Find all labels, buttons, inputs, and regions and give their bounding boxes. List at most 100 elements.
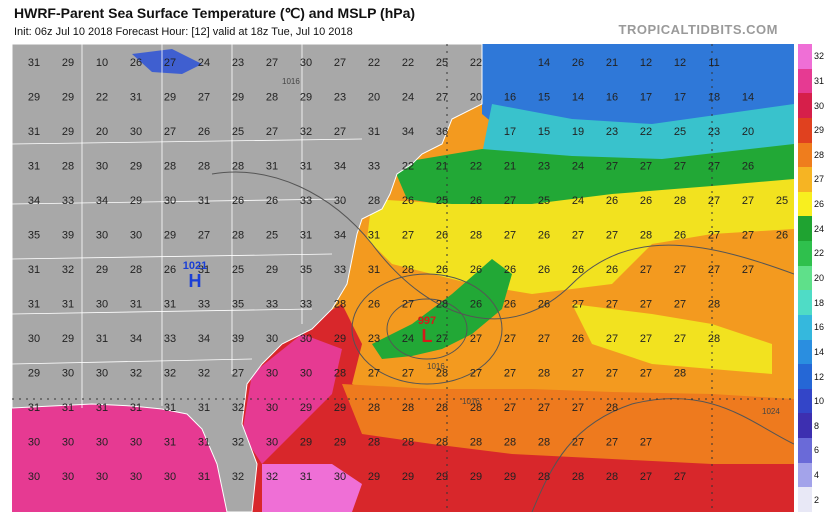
- sst-value: 26: [470, 195, 482, 207]
- sst-value: 25: [538, 195, 550, 207]
- sst-value: 27: [674, 471, 686, 483]
- sst-value: 27: [334, 126, 346, 138]
- sst-value: 28: [130, 264, 142, 276]
- sst-value: 29: [266, 264, 278, 276]
- sst-value: 29: [334, 333, 346, 345]
- colorbar-tick-label: 6: [814, 445, 820, 456]
- sst-value: 28: [436, 368, 448, 380]
- sst-value: 27: [572, 437, 584, 449]
- low-pressure-value: 997: [418, 315, 436, 327]
- sst-value: 27: [640, 471, 652, 483]
- sst-value: 31: [198, 437, 210, 449]
- sst-value: 27: [232, 368, 244, 380]
- sst-value: 27: [640, 264, 652, 276]
- sst-value: 24: [572, 195, 584, 207]
- sst-value: 21: [436, 161, 448, 173]
- sst-value: 22: [402, 57, 414, 69]
- colorbar-tick-label: 29: [814, 125, 825, 136]
- sst-value: 26: [368, 299, 380, 311]
- sst-value: 26: [504, 299, 516, 311]
- sst-value: 27: [538, 402, 550, 414]
- sst-value: 28: [198, 161, 210, 173]
- sst-value: 28: [606, 471, 618, 483]
- colorbar-tick-label: 18: [814, 297, 825, 308]
- sst-value: 34: [334, 230, 346, 242]
- sst-value: 29: [62, 126, 74, 138]
- sst-value: 31: [62, 402, 74, 414]
- sst-value: 26: [504, 264, 516, 276]
- colorbar-segment: [798, 364, 812, 389]
- sst-value: 30: [28, 471, 40, 483]
- sst-value: 25: [436, 57, 448, 69]
- sst-value: 32: [198, 368, 210, 380]
- sst-value: 27: [198, 92, 210, 104]
- sst-value: 26: [266, 195, 278, 207]
- yellow-patch-east: [572, 304, 772, 374]
- colorbar-segment: [798, 44, 812, 69]
- sst-value: 33: [164, 333, 176, 345]
- sst-value: 26: [742, 161, 754, 173]
- graticule: [12, 44, 794, 512]
- sst-value: 26: [606, 195, 618, 207]
- isobar-label: 1016: [427, 362, 445, 371]
- sst-value: 30: [130, 471, 142, 483]
- sst-value: 29: [470, 471, 482, 483]
- sst-value: 27: [504, 195, 516, 207]
- sst-value: 27: [266, 57, 278, 69]
- sst-value: 27: [708, 230, 720, 242]
- sst-value: 29: [402, 471, 414, 483]
- isobar-label: 1016: [462, 397, 480, 406]
- sst-value: 30: [62, 471, 74, 483]
- sst-value: 26: [198, 126, 210, 138]
- sst-value: 25: [232, 264, 244, 276]
- sst-value: 23: [538, 161, 550, 173]
- sst-value: 31: [266, 161, 278, 173]
- colorbar-tick-label: 8: [814, 420, 820, 431]
- sst-value: 11: [708, 57, 719, 69]
- sst-value: 15: [538, 126, 550, 138]
- sst-value: 30: [96, 437, 108, 449]
- sst-value: 30: [300, 57, 312, 69]
- sst-value: 27: [640, 161, 652, 173]
- sst-value: 27: [674, 161, 686, 173]
- sst-value: 31: [368, 264, 380, 276]
- sst-value: 26: [232, 195, 244, 207]
- sst-value: 32: [266, 471, 278, 483]
- sst-value: 20: [742, 126, 754, 138]
- sst-value: 23: [232, 57, 244, 69]
- colorbar-segment: [798, 487, 812, 512]
- sst-value: 31: [28, 264, 40, 276]
- sst-value: 29: [436, 471, 448, 483]
- sst-map: 31 29 10 26 27 24 23 27 30 27 22 22 25 22 14 26 21 12 12 11…: [12, 44, 794, 512]
- sst-value: 30: [96, 230, 108, 242]
- sst-value: 28: [402, 264, 414, 276]
- colorbar-tick-label: 16: [814, 322, 825, 333]
- sst-value: 29: [62, 333, 74, 345]
- gulf-pink: [12, 399, 242, 512]
- colorbar-tick-label: 2: [814, 494, 820, 505]
- chart-title: HWRF-Parent Sea Surface Temperature (℃) …: [14, 5, 416, 21]
- sst-value: 30: [130, 437, 142, 449]
- sst-value: 30: [266, 437, 278, 449]
- sst-value: 27: [504, 368, 516, 380]
- sst-value: 26: [572, 264, 584, 276]
- sst-value: 30: [334, 471, 346, 483]
- sst-value: 17: [674, 92, 686, 104]
- sst-value: 29: [368, 471, 380, 483]
- isobar-labels: 1016 1016 1016 1024: [282, 77, 780, 416]
- high-pressure-value: 1021: [183, 260, 207, 272]
- sst-value: 28: [538, 471, 550, 483]
- sst-value: 25: [436, 195, 448, 207]
- sst-value: 27: [164, 57, 176, 69]
- sst-value: 26: [674, 230, 686, 242]
- sst-value: 27: [606, 437, 618, 449]
- sst-value: 29: [300, 92, 312, 104]
- sst-value: 14: [742, 92, 754, 104]
- colorbar-tick-label: 20: [814, 273, 825, 283]
- colorbar-tick-label: 10: [814, 396, 825, 407]
- sst-value: 27: [198, 230, 210, 242]
- sst-value: 10: [96, 57, 108, 69]
- sst-value: 34: [334, 161, 346, 173]
- sst-value: 29: [130, 161, 142, 173]
